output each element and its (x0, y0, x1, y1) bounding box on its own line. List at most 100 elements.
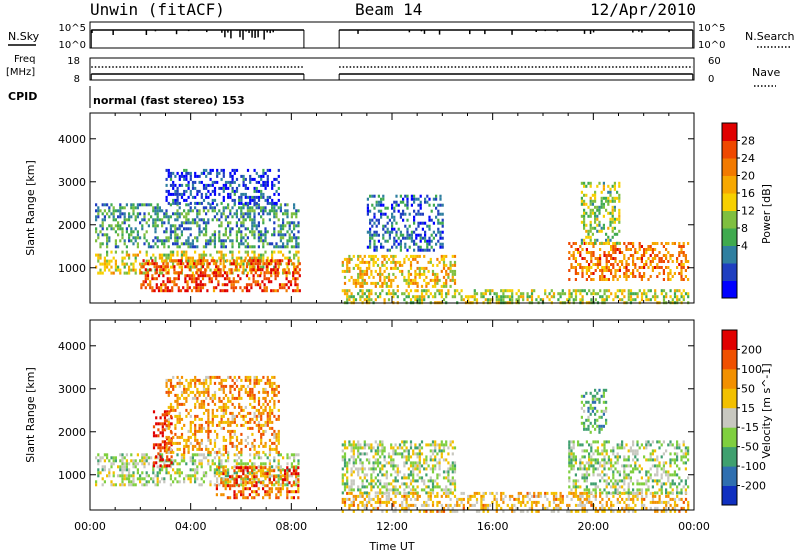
echo-cell (154, 483, 157, 487)
echo-cell (441, 230, 444, 234)
echo-cell (273, 245, 276, 249)
echo-cell (352, 295, 355, 299)
echo-cell (216, 250, 219, 254)
echo-cell (354, 263, 358, 267)
echo-cell (423, 254, 426, 258)
echo-cell (235, 466, 238, 470)
echo-cell (392, 254, 395, 258)
echo-cell (253, 198, 256, 202)
echo-cell (383, 275, 386, 279)
echo-cell (178, 468, 181, 472)
echo-cell (172, 201, 175, 205)
echo-cell (183, 480, 186, 484)
echo-cell (152, 434, 156, 438)
echo-cell (245, 265, 249, 269)
echo-cell (255, 484, 258, 488)
echo-cell (270, 481, 273, 485)
echo-cell (128, 236, 131, 240)
echo-cell (594, 211, 597, 215)
echo-cell (654, 257, 657, 260)
echo-cell (196, 236, 199, 240)
echo-cell (588, 269, 591, 272)
echo-cell (440, 269, 443, 273)
echo-cell (350, 292, 353, 296)
echo-cell (387, 257, 391, 261)
echo-cell (599, 289, 602, 293)
echo-cell (439, 242, 442, 246)
echo-cell (189, 378, 192, 382)
echo-cell (365, 266, 369, 270)
echo-cell (475, 509, 479, 513)
echo-cell (174, 471, 177, 475)
echo-cell (580, 190, 583, 194)
echo-cell (629, 506, 633, 510)
echo-cell (649, 298, 652, 302)
cpid-label: CPID (8, 90, 37, 103)
echo-cell (97, 215, 100, 219)
echo-cell (665, 248, 668, 251)
echo-cell (172, 186, 175, 190)
echo-cell (152, 239, 155, 243)
echo-cell (211, 423, 214, 427)
echo-cell (189, 381, 192, 385)
echo-cell (401, 272, 404, 276)
echo-cell (209, 268, 212, 272)
echo-cell (147, 474, 150, 478)
echo-cell (185, 256, 188, 260)
echo-cell (640, 500, 644, 504)
echo-cell (638, 272, 641, 275)
echo-cell (216, 168, 219, 172)
echo-cell (270, 289, 273, 293)
echo-cell (178, 396, 181, 400)
echo-cell (271, 390, 274, 394)
echo-cell (511, 298, 514, 302)
echo-cell (141, 459, 144, 463)
echo-cell (449, 278, 452, 282)
echo-cell (602, 205, 605, 209)
echo-cell (535, 494, 538, 498)
echo-cell (200, 218, 203, 222)
echo-cell (379, 266, 382, 270)
echo-cell (227, 453, 230, 457)
echo-cell (432, 248, 435, 252)
echo-cell (451, 269, 454, 273)
echo-cell (189, 441, 192, 445)
echo-cell (434, 272, 437, 276)
echo-cell (427, 295, 430, 299)
echo-cell (130, 262, 133, 266)
echo-cell (266, 212, 269, 216)
echo-cell (662, 289, 666, 293)
echo-cell (161, 458, 164, 462)
echo-cell (205, 378, 208, 382)
echo-cell (106, 250, 109, 254)
echo-cell (194, 462, 197, 466)
echo-cell (205, 474, 208, 478)
echo-cell (174, 189, 177, 193)
echo-cell (504, 289, 507, 293)
echo-cell (200, 465, 203, 469)
echo-cell (418, 254, 421, 258)
echo-cell (277, 174, 280, 178)
echo-cell (174, 227, 177, 231)
echo-cell (414, 295, 417, 299)
echo-cell (95, 253, 98, 257)
echo-cell (570, 245, 573, 248)
echo-cell (445, 272, 448, 276)
echo-cell (602, 202, 605, 206)
echo-cell (376, 295, 380, 299)
echo-cell (284, 472, 287, 476)
echo-cell (286, 472, 289, 476)
echo-cell (177, 286, 180, 290)
echo-cell (372, 263, 375, 267)
echo-cell (394, 275, 397, 279)
echo-cell (255, 201, 258, 205)
echo-cell (175, 283, 178, 287)
echo-cell (442, 298, 446, 302)
echo-cell (259, 466, 262, 470)
echo-cell (682, 289, 685, 293)
echo-cell (191, 432, 195, 436)
echo-cell (189, 480, 192, 484)
echo-cell (134, 465, 137, 469)
echo-cell (264, 180, 267, 184)
echo-cell (244, 405, 247, 409)
